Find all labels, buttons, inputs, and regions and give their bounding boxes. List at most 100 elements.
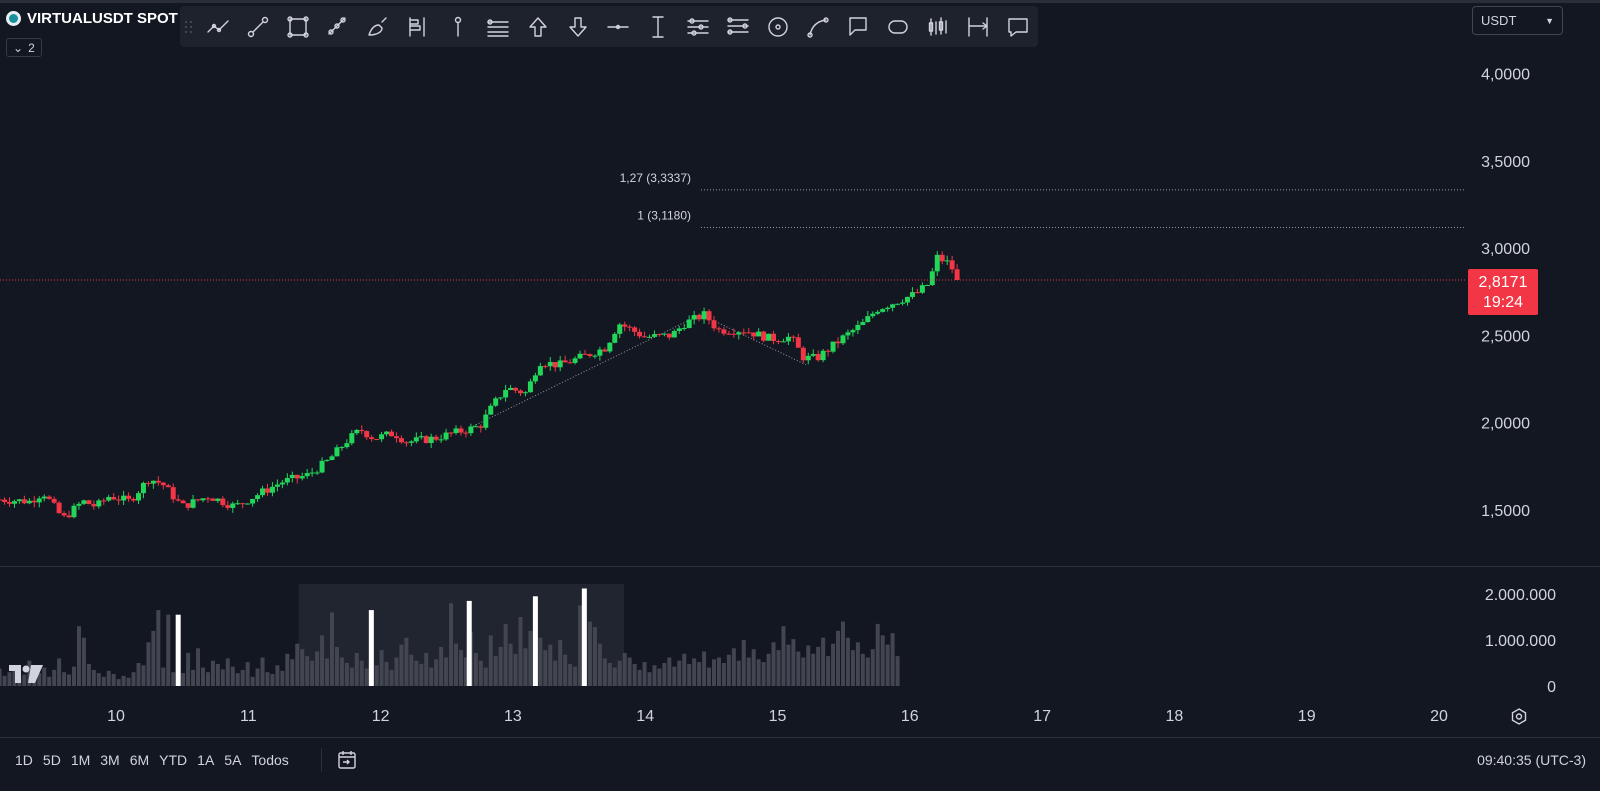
- candle-body: [691, 315, 697, 320]
- fib-extension-icon[interactable]: [718, 6, 758, 47]
- curve-icon[interactable]: [798, 6, 838, 47]
- candle-body: [681, 328, 687, 330]
- volume-bar: [826, 656, 831, 686]
- candle: [547, 356, 553, 371]
- arrow-up-icon[interactable]: [518, 6, 558, 47]
- candle: [825, 349, 831, 357]
- candle: [582, 350, 588, 355]
- candle-body: [150, 480, 156, 484]
- range-button-5d[interactable]: 5D: [42, 752, 61, 768]
- range-button-5a[interactable]: 5A: [224, 752, 242, 768]
- tradingview-logo-icon[interactable]: [8, 663, 44, 685]
- rectangle-icon[interactable]: [278, 6, 318, 47]
- pitchfork-icon[interactable]: [438, 6, 478, 47]
- candle: [716, 326, 722, 333]
- volume-bar-highlighted: [368, 610, 374, 686]
- volume-bar: [181, 673, 186, 686]
- volume-bar: [295, 643, 300, 686]
- long-position-icon[interactable]: [398, 6, 438, 47]
- horizontal-line-icon[interactable]: [598, 6, 638, 47]
- time-axis-tick: 15: [769, 708, 787, 725]
- settings-icon[interactable]: [1509, 707, 1529, 727]
- volume-bar: [151, 630, 156, 686]
- range-button-3m[interactable]: 3M: [100, 752, 120, 768]
- range-button-1a[interactable]: 1A: [197, 752, 215, 768]
- range-button-1d[interactable]: 1D: [15, 752, 33, 768]
- toolbar-drag-handle[interactable]: [180, 6, 198, 47]
- candle-body: [622, 324, 628, 327]
- trend-line-icon[interactable]: [198, 6, 238, 47]
- volume-bar: [399, 644, 404, 686]
- volume-bar: [47, 676, 52, 686]
- candle: [384, 431, 390, 437]
- circle-icon[interactable]: [758, 6, 798, 47]
- arrow-down-icon[interactable]: [558, 6, 598, 47]
- comment-icon[interactable]: [878, 6, 918, 47]
- volume-bar: [597, 643, 602, 686]
- volume-bar: [667, 657, 672, 686]
- candle: [513, 387, 519, 394]
- price-axis-tick: 4,0000: [1481, 67, 1530, 84]
- candle-body: [637, 331, 643, 337]
- volume-bar: [270, 674, 275, 686]
- go-to-date-calendar-icon[interactable]: [336, 749, 358, 771]
- volume-bar: [240, 669, 245, 686]
- volume-bar: [518, 617, 523, 686]
- price-axis-tick: 3,5000: [1481, 154, 1530, 171]
- candle: [488, 403, 494, 415]
- range-button-6m[interactable]: 6M: [129, 752, 150, 768]
- candle-body: [498, 397, 504, 399]
- candle: [245, 503, 251, 505]
- parallel-channel-icon[interactable]: [318, 6, 358, 47]
- candle: [200, 498, 206, 503]
- vertical-line-icon[interactable]: [638, 6, 678, 47]
- symbol-header[interactable]: VIRTUALUSDT SPOT: [6, 10, 178, 27]
- candle: [339, 446, 345, 451]
- date-range-icon[interactable]: [958, 6, 998, 47]
- candle-body: [924, 285, 930, 287]
- candle-body: [76, 503, 82, 506]
- candle-body: [805, 355, 811, 361]
- volume-bar: [865, 657, 870, 686]
- volume-bar: [875, 623, 880, 686]
- volume-bar: [607, 663, 612, 686]
- candle-body: [255, 495, 261, 499]
- volume-bar: [71, 666, 76, 686]
- range-button-todos[interactable]: Todos: [251, 752, 289, 768]
- clock-timezone[interactable]: 09:40:35 (UTC-3): [1477, 752, 1586, 768]
- candle-body: [810, 354, 816, 356]
- volume-bar: [414, 660, 419, 686]
- candle-body: [537, 366, 543, 376]
- candle-body: [840, 335, 846, 344]
- brush-icon[interactable]: [358, 6, 398, 47]
- ray-line-icon[interactable]: [238, 6, 278, 47]
- volume-bar: [801, 657, 806, 686]
- candle-body: [264, 488, 270, 493]
- candle: [731, 328, 737, 338]
- volume-bar: [587, 621, 592, 686]
- price-chart[interactable]: 4,0000 3,5000 3,0000 2,5000 2,0000 1,5000 2.00…: [0, 0, 1600, 737]
- volume-bar: [126, 677, 131, 686]
- range-button-1m[interactable]: 1M: [70, 752, 91, 768]
- candle-body: [16, 499, 22, 502]
- callout-icon[interactable]: [838, 6, 878, 47]
- note-icon[interactable]: [998, 6, 1038, 47]
- volume-bar: [578, 605, 583, 686]
- candle-body: [900, 302, 906, 304]
- bars-pattern-icon[interactable]: [918, 6, 958, 47]
- indicators-collapse-button[interactable]: ⌄ 2: [6, 38, 42, 57]
- volume-bar: [627, 657, 632, 686]
- volume-bar: [171, 672, 176, 686]
- volume-bar: [672, 666, 677, 686]
- fib-channel-icon[interactable]: [678, 6, 718, 47]
- currency-selector[interactable]: USDT ▼: [1472, 6, 1563, 35]
- range-button-ytd[interactable]: YTD: [159, 752, 188, 768]
- volume-bar: [781, 626, 786, 686]
- fib-retracement-icon[interactable]: [478, 6, 518, 47]
- candle-body: [438, 439, 444, 441]
- candle-body: [696, 315, 702, 320]
- candle-body: [116, 499, 122, 501]
- candle-body: [81, 500, 87, 504]
- candle: [309, 467, 315, 477]
- candle: [364, 430, 370, 440]
